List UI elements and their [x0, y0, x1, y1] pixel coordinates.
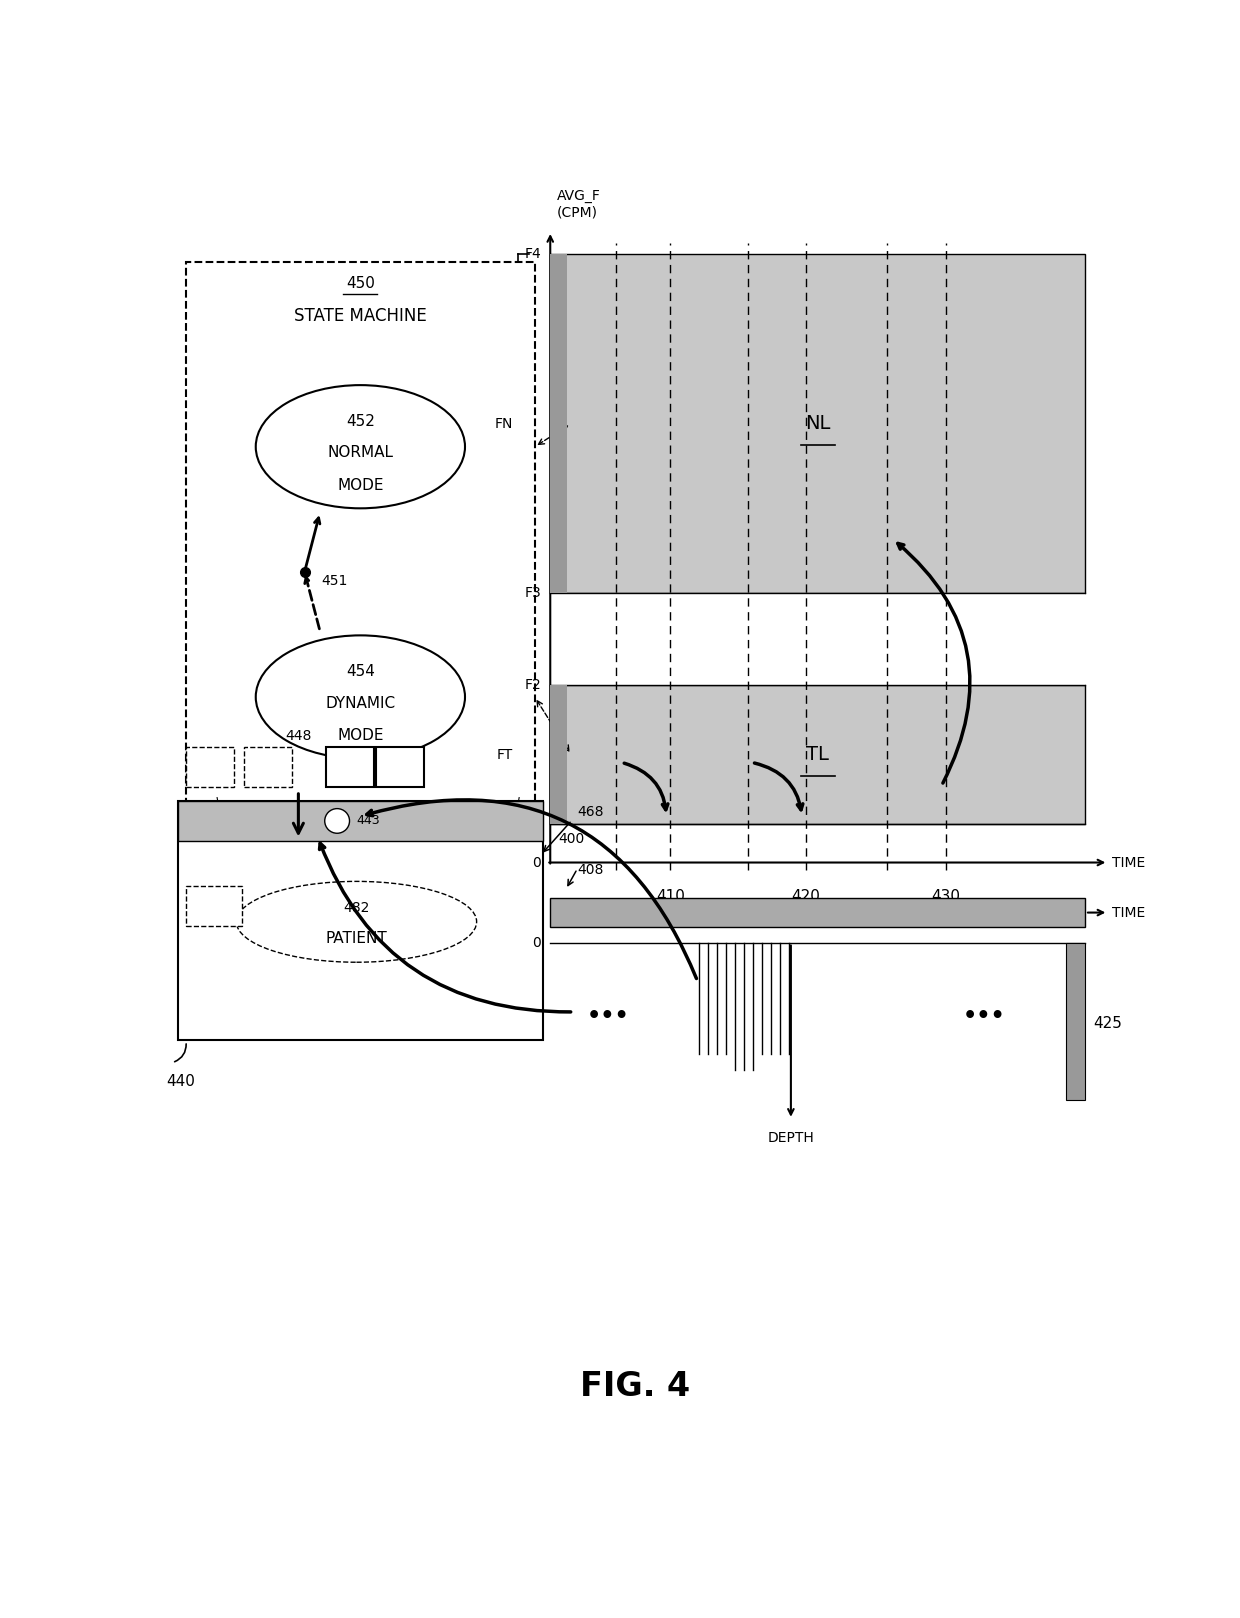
Text: 408: 408 [578, 864, 604, 877]
Ellipse shape [255, 636, 465, 759]
Text: FN: FN [495, 416, 513, 430]
Text: 451: 451 [321, 574, 348, 587]
Circle shape [325, 809, 350, 833]
Text: 420: 420 [791, 890, 821, 904]
Bar [551, 254, 567, 594]
Text: 482: 482 [343, 901, 370, 914]
Bar [551, 686, 1085, 824]
Ellipse shape [255, 385, 465, 508]
Bar [325, 748, 373, 786]
Text: 454: 454 [346, 663, 374, 680]
Text: F3: F3 [525, 586, 541, 600]
Text: 410: 410 [656, 890, 684, 904]
Text: 0: 0 [532, 856, 541, 869]
Text: DYNAMIC: DYNAMIC [325, 696, 396, 710]
Text: DEPTH: DEPTH [768, 1131, 815, 1146]
Ellipse shape [237, 882, 476, 963]
Bar [551, 686, 567, 824]
Text: F2: F2 [525, 678, 541, 693]
Bar [376, 748, 424, 786]
Text: 446: 446 [202, 892, 226, 904]
Text: 0: 0 [532, 935, 541, 950]
Text: 430: 430 [931, 890, 960, 904]
Text: NL: NL [805, 414, 831, 434]
Bar [1066, 943, 1085, 1100]
Text: 448: 448 [285, 730, 311, 743]
Bar [551, 594, 1085, 686]
Text: 443: 443 [357, 814, 381, 827]
Text: UI: UI [203, 770, 217, 785]
Text: AVG_F
(CPM): AVG_F (CPM) [557, 189, 600, 220]
Text: ES: ES [205, 909, 223, 922]
Text: P: P [345, 770, 353, 785]
Text: 442: 442 [337, 754, 361, 767]
Text: STATE MACHINE: STATE MACHINE [294, 307, 427, 325]
Text: M: M [394, 770, 405, 785]
Text: MODE: MODE [337, 728, 383, 743]
Text: 425: 425 [1092, 1016, 1122, 1031]
Bar [551, 254, 1085, 594]
Bar [186, 262, 534, 840]
Text: PATIENT: PATIENT [326, 932, 387, 947]
Text: NORMAL: NORMAL [327, 445, 393, 461]
Bar [244, 748, 293, 786]
Bar [186, 885, 242, 925]
Text: 450: 450 [346, 277, 374, 291]
Text: TIME: TIME [1112, 856, 1146, 869]
Text: TIME: TIME [1112, 906, 1146, 919]
Text: •••: ••• [963, 1006, 1006, 1026]
Text: 400: 400 [558, 832, 584, 846]
Bar [186, 748, 234, 786]
Text: 468: 468 [578, 806, 604, 819]
Text: 441: 441 [388, 754, 412, 767]
Text: MODE: MODE [337, 477, 383, 493]
Text: 404: 404 [198, 754, 222, 767]
Bar [179, 801, 543, 1040]
Text: 405: 405 [257, 754, 280, 767]
Text: •••: ••• [587, 1006, 630, 1026]
Text: 440: 440 [166, 1074, 196, 1089]
Text: TL: TL [806, 746, 830, 764]
Bar [179, 801, 543, 841]
Text: F4: F4 [525, 248, 541, 260]
Text: F1: F1 [525, 817, 541, 832]
Text: 452: 452 [346, 414, 374, 429]
Bar [551, 898, 1085, 927]
Text: FT: FT [497, 748, 513, 762]
Text: VR: VR [259, 770, 278, 785]
Text: FIG. 4: FIG. 4 [580, 1369, 691, 1403]
